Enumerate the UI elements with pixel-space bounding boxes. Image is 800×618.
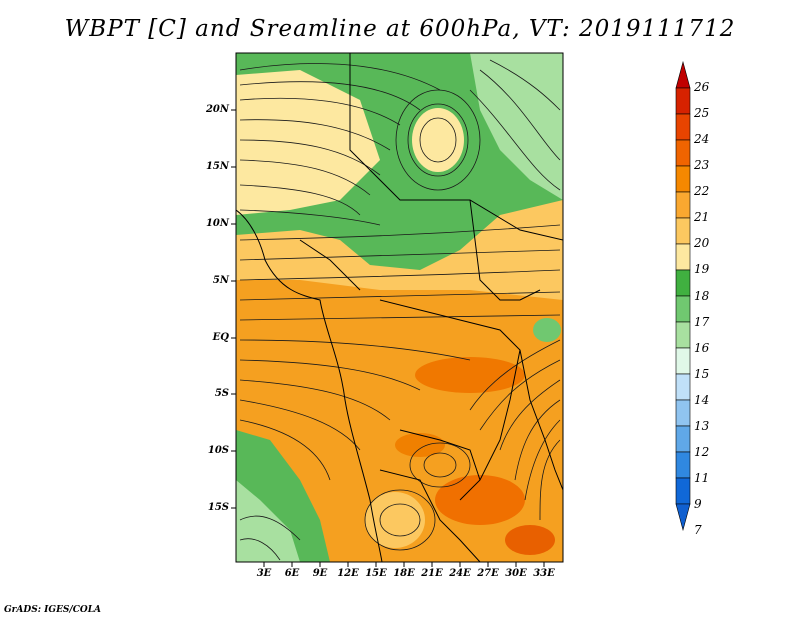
colorbar-label: 24: [694, 132, 710, 146]
colorbar-segment: [675, 243, 691, 271]
lon-ticks: [263, 562, 545, 567]
colorbar-label: 7: [694, 523, 702, 537]
colorbar-top-arrow: [675, 60, 691, 89]
colorbar-label: 9: [694, 497, 702, 511]
colorbar-label: 18: [694, 289, 710, 303]
lon-label: 6E: [284, 568, 300, 579]
wbpt-field: [236, 53, 563, 562]
map-frame: [235, 52, 564, 563]
lat-label: 5S: [214, 388, 229, 399]
lat-label: 10N: [205, 218, 229, 229]
lon-label: 9E: [312, 568, 328, 579]
colorbar-label: 25: [694, 106, 710, 120]
lon-label: 27E: [477, 568, 499, 579]
colorbar-label: 13: [694, 419, 710, 433]
lat-label: EQ: [212, 332, 229, 343]
colorbar-segment: [675, 451, 691, 479]
lon-label: 33E: [533, 568, 555, 579]
colorbar-label: 16: [694, 341, 710, 355]
colorbar-segment: [675, 347, 691, 375]
colorbar-segment: [675, 295, 691, 323]
lon-label: 12E: [337, 568, 359, 579]
lat-label: 15S: [207, 502, 229, 513]
lon-label: 18E: [393, 568, 415, 579]
lat-label: 5N: [212, 275, 229, 286]
lat-label: 15N: [205, 161, 229, 172]
colorbar-label: 23: [694, 158, 710, 172]
colorbar-label: 22: [694, 184, 710, 198]
lon-label: 30E: [505, 568, 527, 579]
colorbar-segment: [675, 373, 691, 401]
colorbar-bottom-arrow: [675, 503, 691, 532]
colorbar: [675, 60, 691, 532]
colorbar-segment: [675, 113, 691, 141]
lat-ticks: [231, 109, 236, 509]
colorbar-segment: [675, 269, 691, 297]
colorbar-label: 15: [694, 367, 710, 381]
colorbar-segment: [675, 321, 691, 349]
lon-label: 24E: [449, 568, 471, 579]
lon-label: 21E: [421, 568, 443, 579]
colorbar-label: 26: [694, 80, 710, 94]
colorbar-label: 14: [694, 393, 710, 407]
colorbar-label: 11: [694, 471, 710, 485]
colorbar-segment: [675, 191, 691, 219]
colorbar-segment: [675, 477, 691, 505]
colorbar-segment: [675, 165, 691, 193]
colorbar-segment: [675, 425, 691, 453]
colorbar-label: 12: [694, 445, 710, 459]
lat-label: 10S: [207, 445, 229, 456]
lat-label: 20N: [205, 104, 229, 115]
colorbar-label: 19: [694, 262, 710, 276]
map-title: WBPT [C] and Sreamline at 600hPa, VT: 20…: [64, 16, 736, 42]
colorbar-segment: [675, 139, 691, 167]
lon-label: 3E: [256, 568, 272, 579]
colorbar-label: 20: [694, 236, 710, 250]
colorbar-segment: [675, 217, 691, 245]
colorbar-label: 17: [694, 315, 710, 329]
streamlines: [239, 59, 561, 561]
colorbar-segment: [675, 399, 691, 427]
credit-text: GrADS: IGES/COLA: [4, 605, 102, 615]
colorbar-segment: [675, 87, 691, 115]
lon-label: 15E: [365, 568, 387, 579]
borders: [236, 53, 563, 562]
colorbar-label: 21: [694, 210, 710, 224]
